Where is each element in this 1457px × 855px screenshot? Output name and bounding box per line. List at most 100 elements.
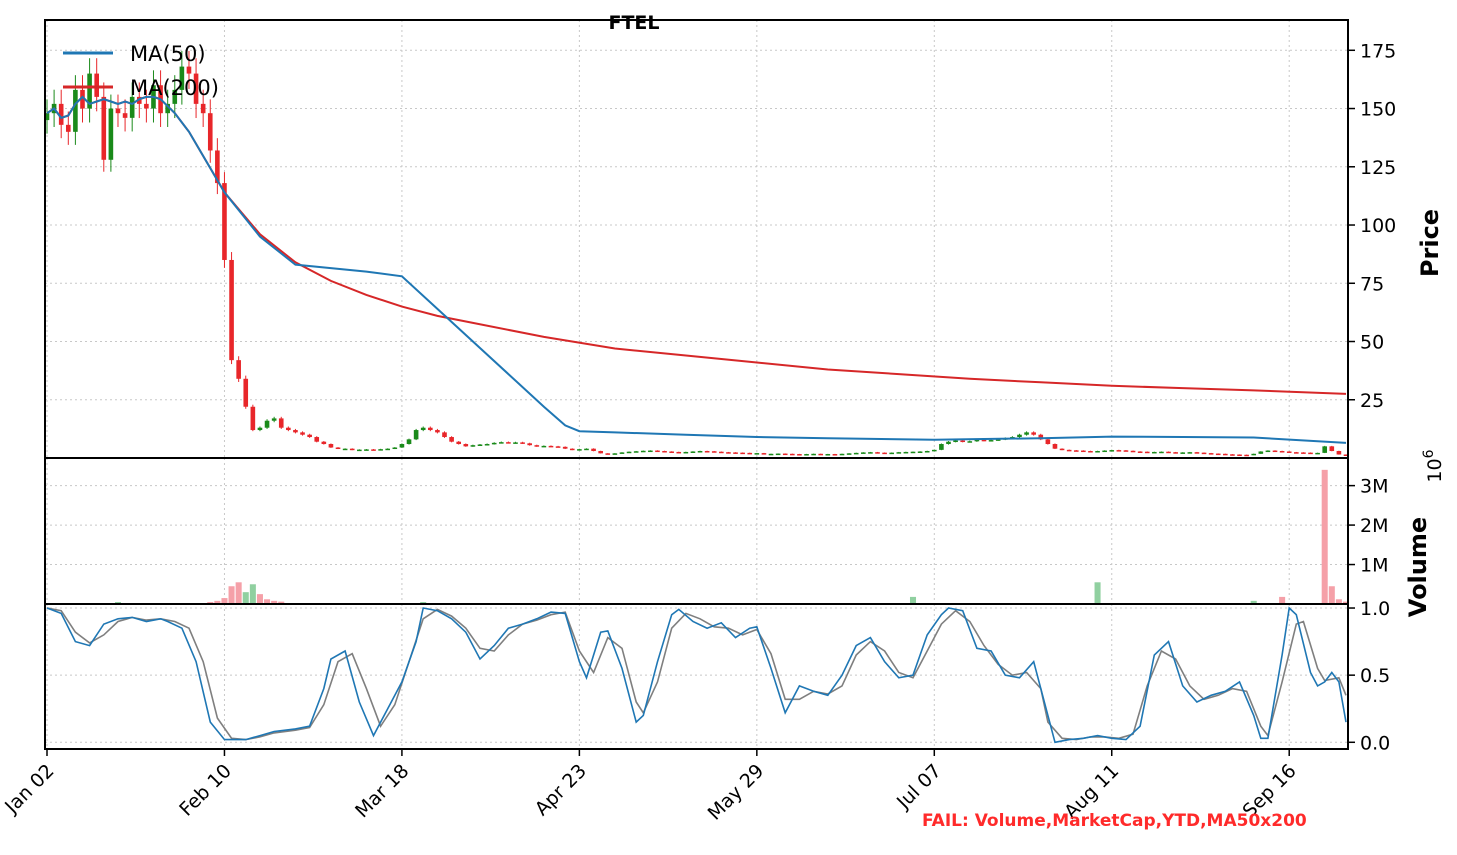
candle-body	[1272, 450, 1278, 453]
candle-body	[1152, 451, 1157, 454]
candle-body	[1265, 450, 1271, 453]
candle-body	[619, 452, 625, 454]
candle-body	[676, 451, 682, 454]
candle-body	[917, 451, 923, 453]
candle-body	[328, 444, 334, 448]
candle-body	[1052, 444, 1058, 449]
candle-body	[946, 441, 951, 445]
candle-body	[94, 73, 99, 97]
candle-body	[1088, 451, 1093, 453]
candle-body	[988, 440, 994, 442]
candle-body	[1017, 434, 1022, 438]
candle-body	[428, 427, 433, 431]
candle-body	[591, 448, 596, 452]
x-tick-label: Feb 10	[175, 760, 236, 821]
candle-body	[1223, 453, 1228, 456]
candle-body	[626, 451, 632, 454]
candle-body	[449, 437, 454, 442]
volume-y-ticks: 1M 2M 3M	[1348, 476, 1388, 577]
volume-bar	[1321, 469, 1328, 604]
candle-body	[186, 66, 192, 74]
candle-body	[825, 454, 831, 456]
candle-body	[463, 444, 469, 447]
volume-bar	[214, 600, 221, 604]
candle-body	[144, 103, 149, 109]
candle-body	[243, 378, 249, 407]
price-tick-label: 150	[1360, 99, 1396, 121]
candle-body	[747, 452, 753, 455]
candle-body	[392, 447, 398, 450]
candle-body	[250, 406, 256, 431]
volume-bar	[909, 596, 917, 604]
candle-body	[456, 441, 462, 445]
candle-body	[875, 452, 880, 454]
fail-message: FAIL: Volume,MarketCap,YTD,MA50x200	[922, 811, 1307, 831]
candle-body	[435, 430, 440, 433]
chart-title: FTEL	[608, 12, 659, 34]
candle-body	[790, 453, 795, 456]
candle-body	[1279, 451, 1285, 453]
legend: MA(50) MA(200)	[63, 42, 219, 100]
candle-body	[442, 432, 447, 438]
candle-body	[484, 444, 490, 446]
candle-body	[165, 103, 170, 114]
candle-body	[910, 451, 916, 454]
volume-bar	[271, 600, 278, 604]
candle-body	[193, 73, 199, 104]
candle-body	[179, 66, 185, 90]
volume-bar	[1335, 599, 1342, 604]
candle-body	[782, 453, 788, 456]
candle-body	[555, 446, 561, 448]
candle-body	[300, 432, 305, 435]
oscillator-y-ticks: 0.0 0.5 1.0	[1348, 598, 1390, 754]
candle-body	[1329, 446, 1335, 452]
candle-body	[889, 452, 895, 455]
candle-body	[853, 452, 859, 455]
candle-body	[1045, 439, 1051, 445]
price-axis-label: Price	[1416, 209, 1444, 277]
candle-body	[662, 451, 667, 453]
candle-body	[470, 445, 476, 447]
candle-body	[598, 451, 603, 454]
candle-body	[981, 439, 987, 442]
candle-body	[1102, 450, 1107, 453]
volume-frame	[44, 457, 1349, 605]
candle-body	[80, 89, 85, 109]
candle-body	[1095, 451, 1100, 453]
candle-body	[577, 449, 582, 451]
candle-body	[605, 453, 611, 455]
candle-body	[1073, 450, 1079, 452]
oscillator-d-line	[46, 607, 1347, 741]
price-grid	[45, 20, 1348, 458]
price-tick-label: 175	[1360, 40, 1396, 62]
candle-body	[1081, 450, 1086, 453]
candle-body	[314, 437, 320, 442]
candle-body	[1109, 450, 1115, 452]
candle-body	[655, 450, 660, 453]
volume-bars	[114, 469, 1350, 604]
candle-body	[236, 360, 241, 379]
candle-body	[215, 150, 220, 184]
candle-body	[1308, 452, 1313, 455]
x-tick-label: Jan 02	[0, 760, 58, 818]
candle-body	[711, 451, 717, 453]
candle-body	[995, 439, 1001, 441]
volume-bar	[278, 601, 285, 604]
candle-body	[1208, 453, 1214, 455]
candle-body	[1294, 452, 1299, 454]
x-tick-label: Jul 07	[892, 760, 946, 814]
candle-body	[108, 108, 114, 160]
candle-body	[371, 449, 376, 451]
candle-body	[640, 450, 646, 453]
candle-body	[1258, 451, 1264, 454]
candle-body	[321, 441, 327, 445]
candle-body	[122, 113, 128, 118]
candle-body	[1215, 453, 1221, 456]
candle-body	[1173, 452, 1178, 454]
candle-body	[562, 446, 568, 449]
candle-body	[548, 445, 554, 448]
candle-body	[44, 113, 50, 121]
candle-body	[491, 442, 497, 445]
candle-body	[569, 448, 575, 451]
